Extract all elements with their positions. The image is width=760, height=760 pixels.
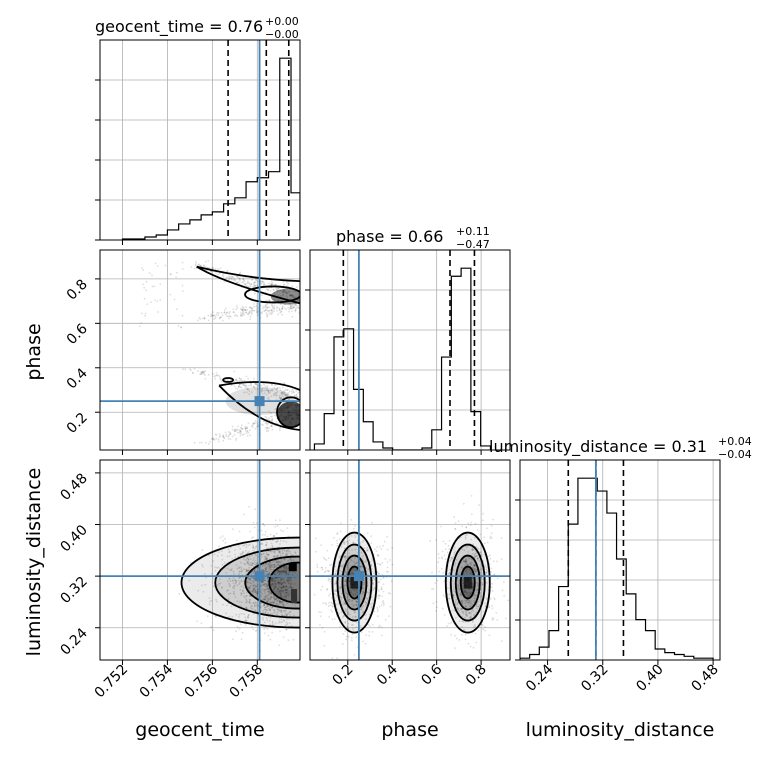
yticklabel-row2-0: 0.24 [57, 625, 90, 658]
luminosity_distance-marginal-bg [520, 460, 720, 660]
title-geocent-time: geocent_time = 0.76 [95, 17, 263, 37]
xticklabel-col0-1: 0.754 [137, 661, 177, 701]
xticklabel-col1-1: 0.4 [374, 661, 401, 688]
xlabel-geocent-time: geocent_time [135, 719, 264, 741]
phase-vs-luminosity_distance-layer [310, 460, 510, 660]
yticklabel-row1-2: 0.6 [64, 321, 91, 348]
phase-marginal-frame [309, 249, 511, 451]
title-geocent-time-sub: −0.00 [265, 28, 299, 41]
geocent_time-vs-luminosity_distance-contour-1 [214, 546, 300, 619]
xticklabel-col0-3: 0.758 [226, 662, 266, 702]
xticklabel-col2-3: 0.48 [689, 662, 722, 695]
xlabel-luminosity-distance: luminosity_distance [526, 719, 715, 741]
geocent_time-vs-phase-bg [100, 250, 300, 450]
xticklabel-col1-2: 0.6 [418, 661, 445, 688]
xticklabel-col1-3: 0.8 [463, 662, 490, 689]
geocent_time-marginal-histogram [121, 57, 300, 240]
luminosity_distance-marginal-histogram [520, 477, 714, 660]
xticklabel-col0-2: 0.756 [182, 661, 222, 701]
phase-vs-luminosity_distance-frame [309, 459, 511, 661]
title-phase-sup: +0.11 [456, 225, 490, 238]
yticklabel-row2-2: 0.40 [57, 522, 90, 555]
yticklabel-row1-0: 0.2 [64, 410, 91, 437]
phase-marginal-bg [310, 250, 510, 450]
geocent_time-vs-luminosity_distance-density-peak2 [291, 589, 298, 604]
xticklabel-col0-0: 0.752 [92, 662, 132, 702]
title-luminosity-distance-sub: −0.04 [718, 448, 752, 461]
geocent_time-vs-luminosity_distance-layer [100, 460, 300, 660]
panels: 0.752 0.754 0.756 0.758 0.2 0.4 0.6 0.8 0.24 0.32… [57, 39, 722, 702]
luminosity_distance-marginal-frame [519, 459, 721, 661]
title-luminosity-distance: luminosity_distance = 0.31 [489, 437, 707, 457]
geocent_time-vs-phase-contour-lower-outer [218, 381, 300, 431]
geocent_time-vs-phase-truth-marker [254, 396, 265, 407]
title-geocent-time-sup: +0.00 [265, 15, 299, 28]
phase-vs-luminosity_distance-cluster-0-peak [350, 576, 359, 589]
geocent_time-vs-phase-frame [99, 249, 301, 451]
geocent_time-vs-luminosity_distance-density-peak [288, 563, 297, 572]
geocent_time-vs-phase-contour-island [222, 377, 234, 383]
yticklabel-row2-3: 0.48 [57, 470, 90, 503]
xticklabel-col2-0: 0.24 [523, 661, 556, 694]
title-luminosity-distance-sup: +0.04 [718, 435, 752, 448]
ylabel-phase: phase [23, 323, 45, 380]
title-phase-main: phase = 0.66 [336, 227, 443, 246]
title-phase-sub: −0.47 [456, 238, 490, 251]
phase-vs-luminosity_distance-truth-marker [353, 571, 364, 582]
xticklabel-col1-0: 0.2 [330, 662, 357, 689]
phase-vs-luminosity_distance-cluster-1-peak [463, 576, 472, 589]
phase-marginal-histogram [313, 267, 492, 450]
geocent_time-marginal-bg [100, 40, 300, 240]
geocent_time-vs-phase-contour-upper-outer [196, 265, 300, 305]
xticklabel-col2-2: 0.40 [633, 662, 666, 695]
ylabel-luminosity-distance: luminosity_distance [23, 468, 45, 657]
yticklabel-row2-1: 0.32 [57, 574, 90, 607]
yticklabel-row1-1: 0.4 [64, 365, 91, 392]
xticklabel-col2-1: 0.32 [578, 662, 611, 695]
geocent_time-vs-phase-contour-upper-inner [244, 285, 300, 304]
geocent_time-marginal-frame [99, 39, 301, 241]
geocent_time-vs-luminosity_distance-frame [99, 459, 301, 661]
geocent_time-vs-luminosity_distance-truth-marker [254, 571, 265, 582]
xlabel-phase: phase [381, 719, 438, 741]
geocent_time-vs-phase-contour-lower-inner [276, 396, 300, 429]
yticklabel-row1-3: 0.8 [64, 276, 91, 303]
geocent_time-vs-phase-layer [100, 250, 300, 450]
title-phase: phase = 0.66 [336, 227, 443, 246]
title-luminosity-distance-main: luminosity_distance = 0.31 [489, 437, 707, 457]
title-geocent-time-main: geocent_time = 0.76 [95, 17, 263, 37]
geocent_time-vs-phase-density-lower [277, 401, 300, 428]
